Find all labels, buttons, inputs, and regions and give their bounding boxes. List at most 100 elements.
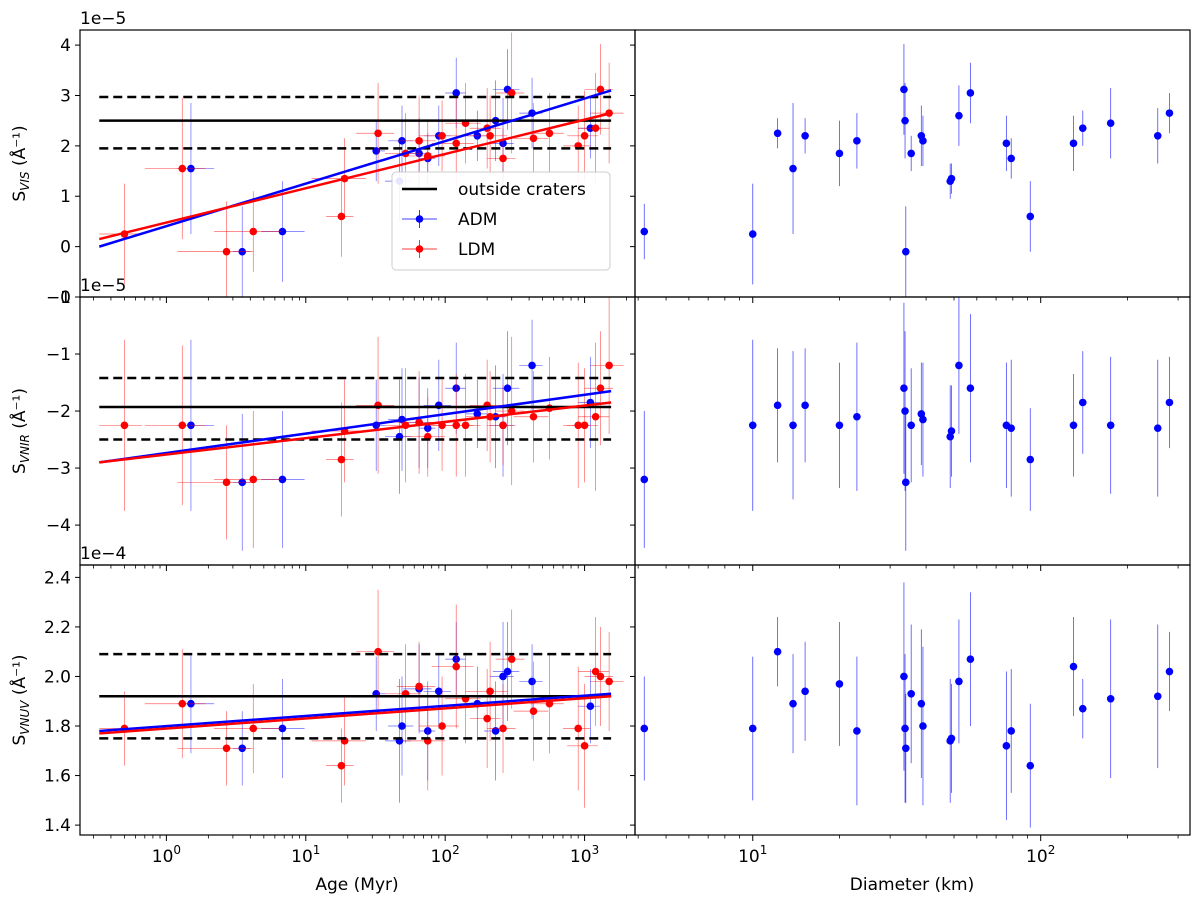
ldm-point [605,361,613,370]
y-tick-label: 2.0 [44,667,71,687]
ldm-point [574,421,582,430]
diameter-point [947,174,956,183]
x-tick-exp: 3 [592,843,600,857]
ldm-point [178,164,187,173]
ldm-point [222,247,231,256]
diameter-point [1165,398,1174,407]
ldm-point [499,154,507,163]
adm-fit-line [99,692,612,733]
diameter-point [748,724,757,733]
diameter-point [1153,692,1162,701]
x-tick-base: 10 [1026,847,1048,867]
diameter-point [900,85,908,94]
x-tick-exp: 1 [313,843,321,857]
age-panel-vis [98,32,624,297]
diameter-point [919,722,927,730]
y-axis-label: SVNIR (Å⁻¹) [8,388,32,474]
diameter-point [853,727,861,735]
ldm-point [574,724,582,733]
legend-box [391,171,611,271]
age-panel-vnuv [99,589,624,808]
ldm-fit-line [99,695,612,735]
x-tick-exp: 2 [1048,843,1056,857]
ldm-point [486,131,494,140]
diameter-point [1069,139,1078,148]
ldm-point [507,655,516,663]
legend-marker [415,215,424,223]
diameter-point [1078,704,1087,713]
legend-label: outside craters [458,180,586,200]
adm-fit-line [98,89,612,248]
diameter-point [955,677,963,686]
diameter-point [1106,119,1115,127]
adm-point [278,227,287,236]
y-tick-label: 4 [60,36,71,56]
ldm-point [529,134,538,143]
diameter-panel-frame [634,29,1191,298]
y-label-main: S [10,191,30,202]
y-tick-label: 2.4 [44,568,71,588]
x-tick-label: 102 [431,843,460,867]
diameter-point [773,647,782,656]
diameter-panel-vnir [640,297,1174,551]
ldm-point [591,124,600,133]
x-tick-label: 100 [152,843,181,867]
y-label-main: S [10,735,30,746]
ldm-series [99,297,624,548]
diameter-point [640,724,649,733]
adm-point [278,724,287,733]
x-tick-base: 10 [291,847,313,867]
ldm-point [596,672,605,681]
diameter-point [1007,727,1016,735]
ldm-point [591,412,600,421]
diameter-point [1153,131,1162,140]
ldm-point [605,677,613,686]
ldm-point [178,699,187,708]
diameter-point [640,475,649,484]
legend-label: ADM [458,210,497,230]
y-label-unit: (Å⁻¹) [8,125,30,171]
diameter-point [966,89,975,97]
diameter-point [801,131,809,140]
adm-point [503,384,512,393]
adm-point [473,410,482,418]
diameter-panel-vnuv [640,582,1174,828]
y-label-sub: VNUV [18,700,32,735]
x-tick-base: 10 [738,847,760,867]
diameter-point [1026,455,1035,464]
adm-fit-line [99,389,612,464]
x-tick-label: 101 [291,843,320,867]
ldm-point [596,384,605,393]
ldm-point [178,421,187,430]
y-tick-label: 2 [60,137,71,157]
diameter-point [773,401,782,410]
x-tick-base: 10 [152,847,174,867]
diameter-panel-frame [634,564,1191,836]
y-tick-label: 1 [60,187,71,207]
diameter-point [901,407,909,415]
diameter-point [853,137,861,145]
diameter-point [1007,424,1016,432]
y-tick-label: 0 [60,288,71,308]
ldm-point [337,761,346,770]
adm-point [503,667,512,676]
ldm-point [249,475,258,484]
y-tick-label: −3 [46,459,71,479]
ldm-point [596,85,605,94]
diameter-panel-vis [640,44,1174,297]
y-tick-label: −2 [46,402,71,422]
diameter-point [801,401,809,410]
y-tick-label: −4 [46,516,71,536]
diameter-point [773,129,782,138]
ldm-point [580,131,589,140]
x-tick-exp: 1 [760,843,768,857]
y-label-unit: (Å⁻¹) [8,388,30,434]
x-tick-exp: 0 [173,843,181,857]
ldm-point [580,742,589,750]
right-x-axis-label: Diameter (km) [850,875,974,895]
diameter-point [1002,139,1011,148]
y-label-sub: VIS [18,171,32,191]
ldm-point [222,478,231,487]
